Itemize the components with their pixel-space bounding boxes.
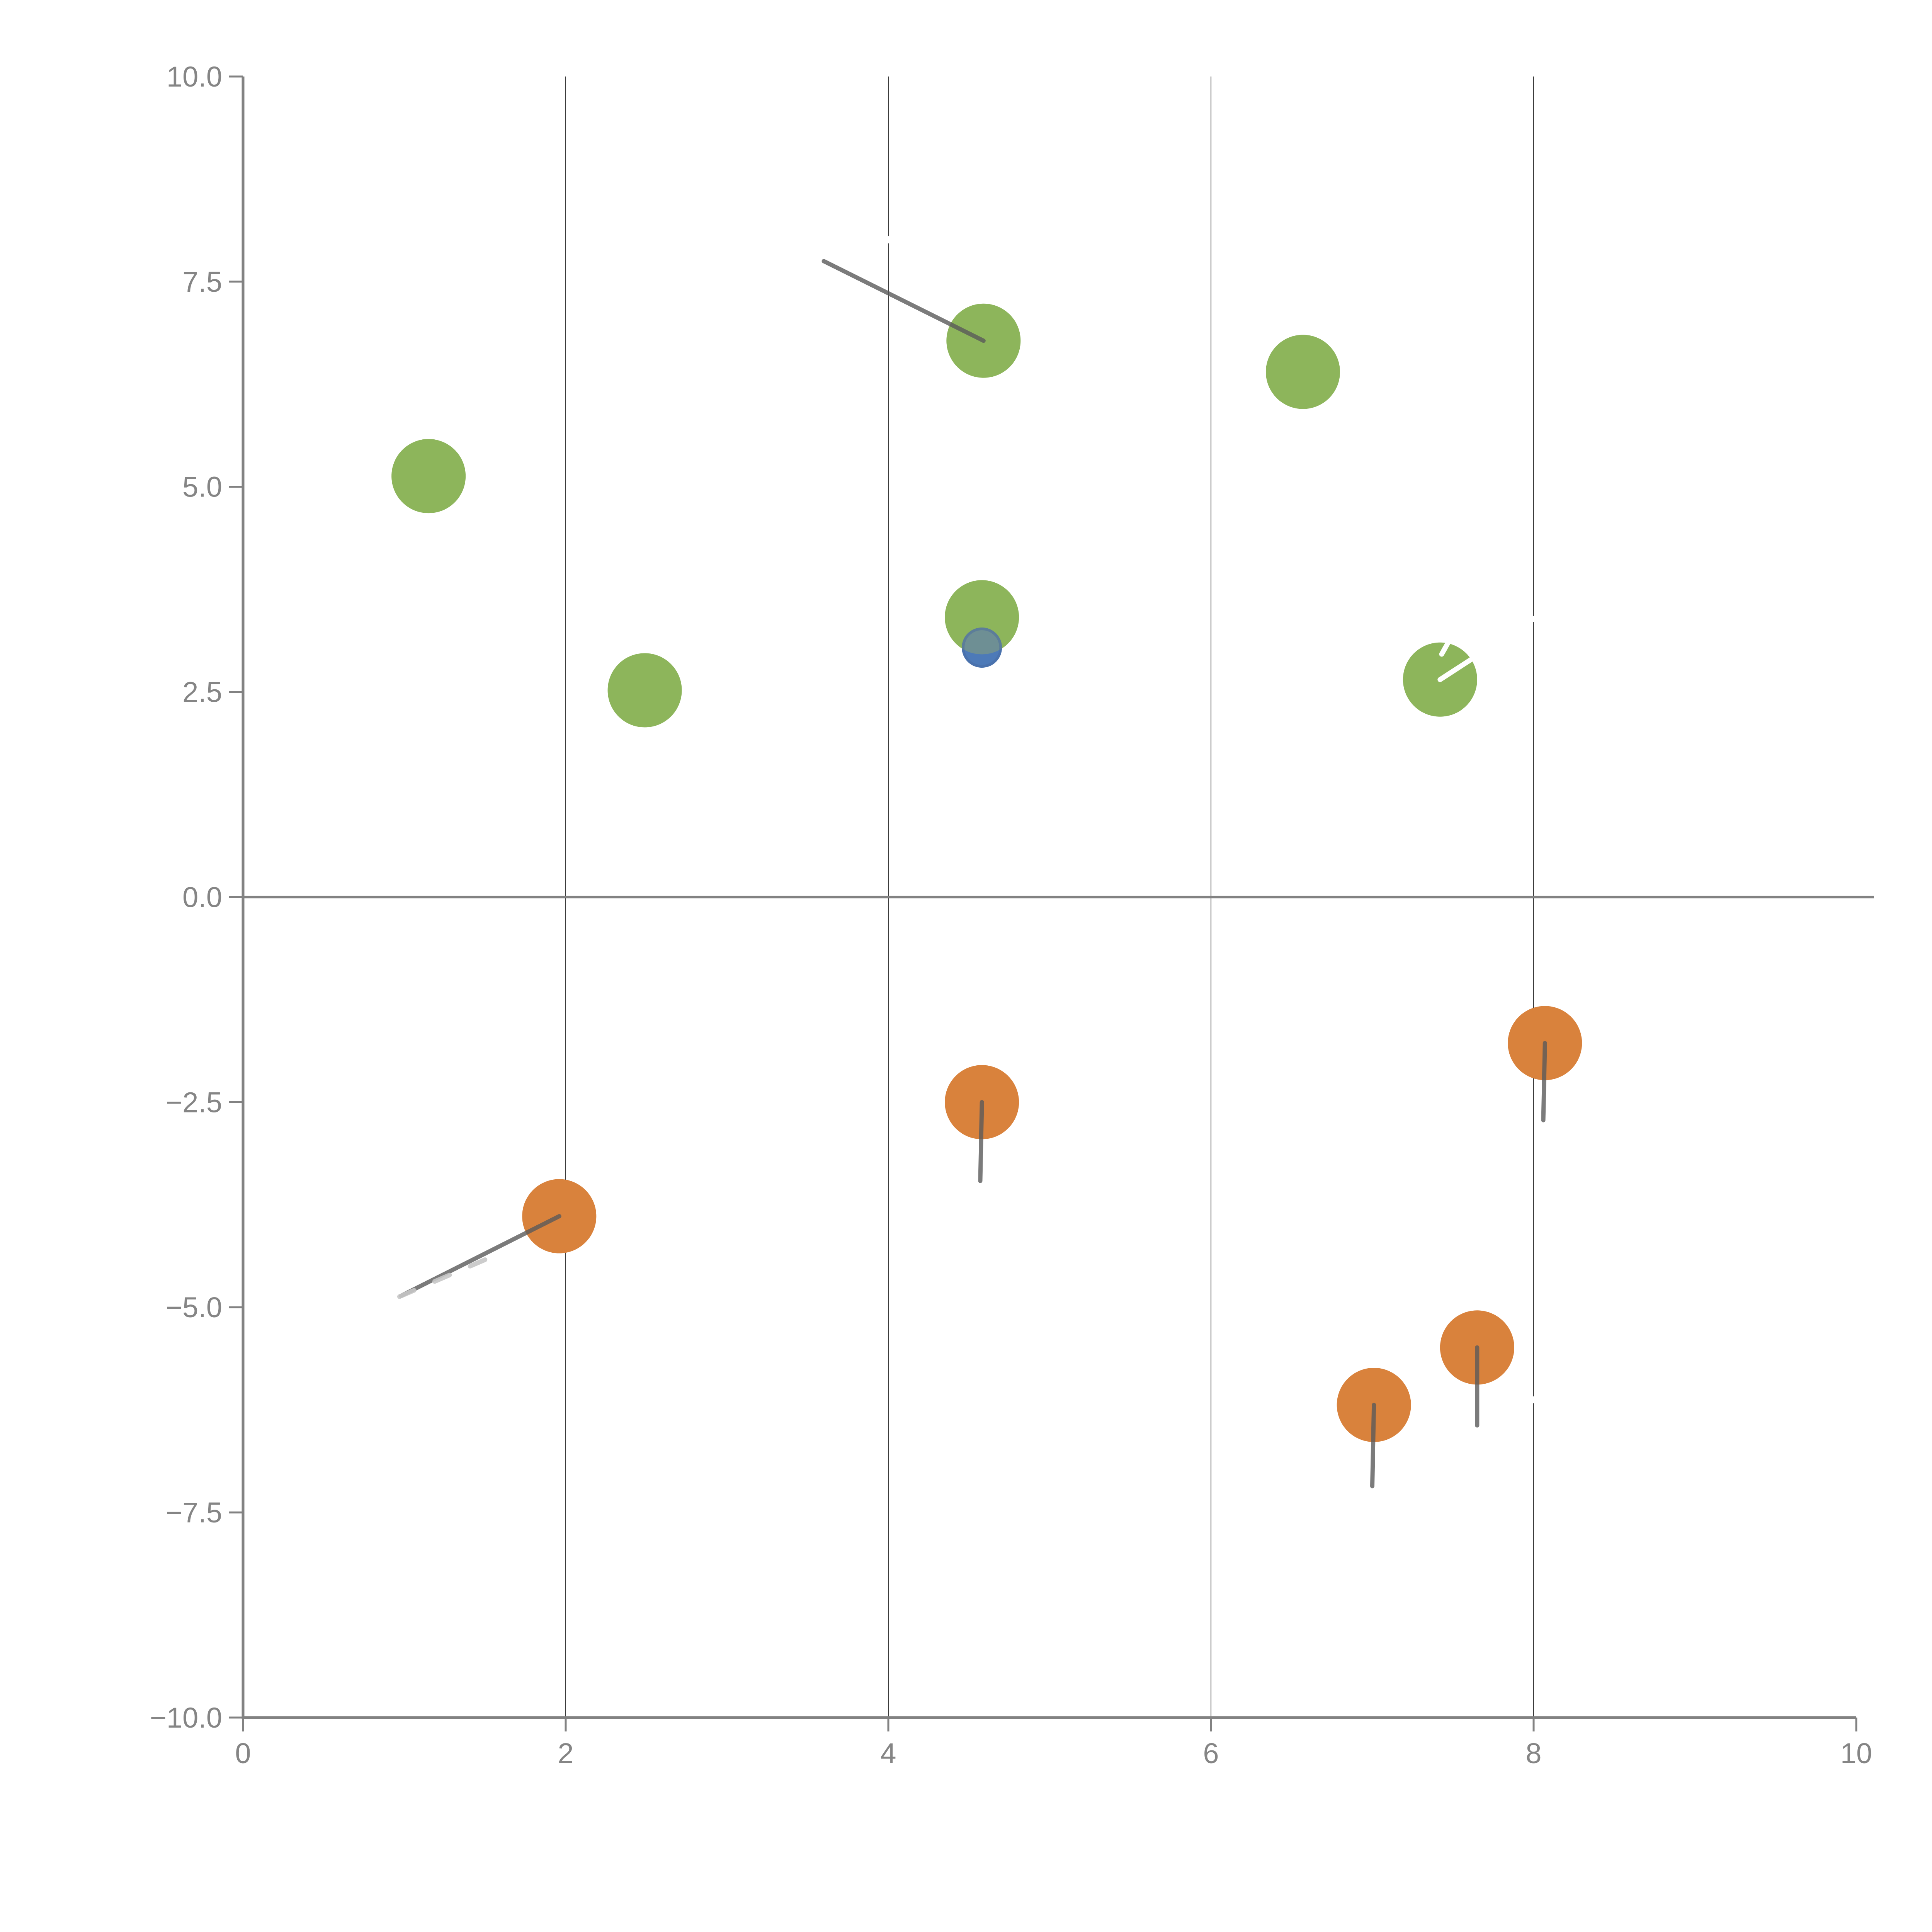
point-green-1 [391,439,466,514]
y-tick-label-−5.0: −5.0 [166,1291,222,1323]
segment-gray-orange5 [1370,1403,1376,1488]
point-green-4 [945,580,1019,655]
y-tick-label-5.0: 5.0 [182,471,222,503]
x-tick-label-4: 4 [880,1737,896,1769]
y-tick-label-−2.5: −2.5 [166,1086,222,1118]
x-tick-label-2: 2 [558,1737,573,1769]
segment-gray-orange3 [1541,1041,1547,1122]
x-tick-label-6: 6 [1203,1737,1219,1769]
y-tick-label-7.5: 7.5 [182,266,222,298]
y-tick-label-0.0: 0.0 [182,881,222,913]
segment-gray-orange1 [399,1214,561,1298]
y-tick-label-−7.5: −7.5 [166,1497,222,1529]
y-tick-label-2.5: 2.5 [182,676,222,708]
segment-light-orange1 [397,1257,488,1299]
x-tick-label-8: 8 [1526,1737,1541,1769]
segment-white-green6 [1437,582,1590,682]
x-tick-label-10: 10 [1840,1737,1872,1769]
segment-white-green6-notch [1439,634,1454,657]
y-tick-label-−10.0: −10.0 [150,1702,222,1734]
point-green-2 [607,653,682,728]
segment-gray-orange2 [978,1100,984,1183]
x-tick-label-0: 0 [235,1737,251,1769]
segment-gray-green3 [821,259,986,343]
y-tick-label-10.0: 10.0 [167,61,222,93]
point-green-5 [1265,335,1340,409]
blue-marker-ring [962,627,1002,668]
